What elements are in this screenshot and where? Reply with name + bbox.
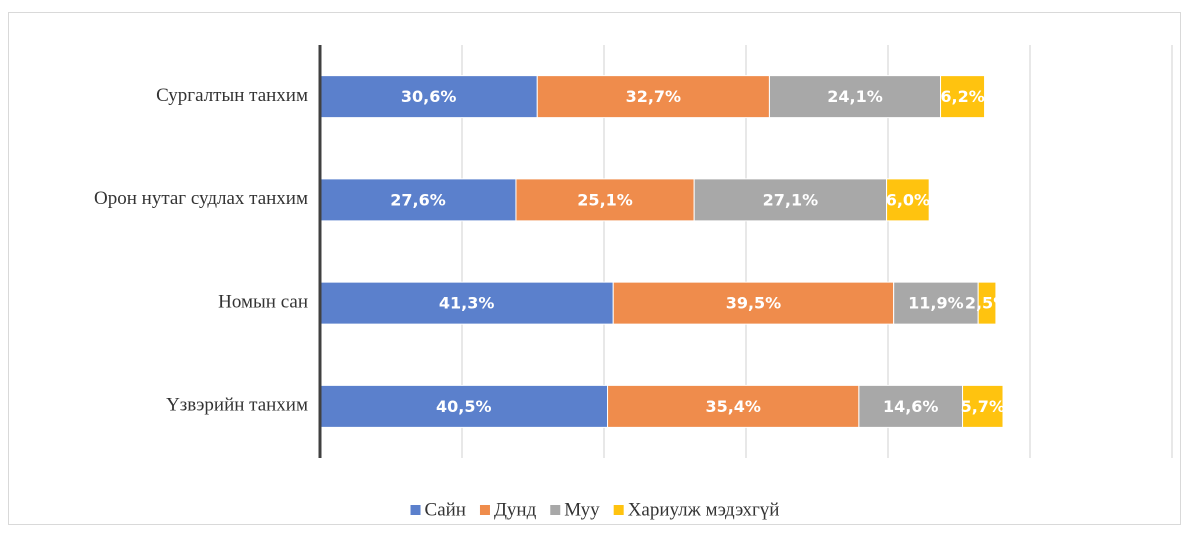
y-tick-label: Үзвэрийн танхим — [166, 395, 308, 416]
bar-segment — [962, 384, 1004, 428]
data-label: 11,9% — [908, 294, 964, 313]
data-label: 32,7% — [626, 87, 682, 106]
bar-segment — [319, 178, 517, 222]
legend-swatch — [613, 505, 624, 515]
legend-label: Муу — [564, 499, 600, 520]
bar-segment — [612, 281, 895, 325]
legend-swatch — [410, 505, 421, 515]
bar-segment — [940, 75, 986, 119]
legend-label: Хариулж мэдэхгүй — [628, 499, 780, 520]
data-label: 39,5% — [726, 294, 782, 313]
bar-segment — [607, 384, 860, 428]
bar-segment — [768, 75, 942, 119]
data-label: 27,6% — [390, 190, 446, 209]
data-label: 41,3% — [439, 294, 495, 313]
data-label: 35,4% — [705, 397, 761, 416]
data-label: 5,7% — [961, 397, 1005, 416]
data-label: 30,6% — [401, 87, 457, 106]
data-label: 6,0% — [886, 190, 930, 209]
legend-label: Сайн — [425, 499, 466, 520]
data-label: 40,5% — [436, 397, 492, 416]
legend-swatch — [479, 505, 490, 515]
legend-swatch — [550, 505, 561, 515]
data-label: 6,2% — [940, 87, 984, 106]
bar-segment — [319, 281, 614, 325]
data-label: 2,5% — [965, 294, 1009, 313]
y-tick-label: Сургалтын танхим — [156, 85, 308, 106]
bar-segment — [893, 281, 979, 325]
y-tick-label: Номын сан — [218, 291, 308, 312]
legend-label: Дунд — [494, 499, 537, 520]
bar-segment — [977, 281, 997, 325]
bar-segment — [886, 178, 930, 222]
data-label: 24,1% — [827, 87, 883, 106]
bar-segment — [693, 178, 888, 222]
data-label: 14,6% — [883, 397, 939, 416]
data-label: 27,1% — [763, 190, 819, 209]
bar-segment — [858, 384, 964, 428]
bar-segment — [515, 178, 695, 222]
y-tick-label: Орон нутаг судлах танхим — [94, 188, 308, 209]
data-label: 25,1% — [577, 190, 633, 209]
